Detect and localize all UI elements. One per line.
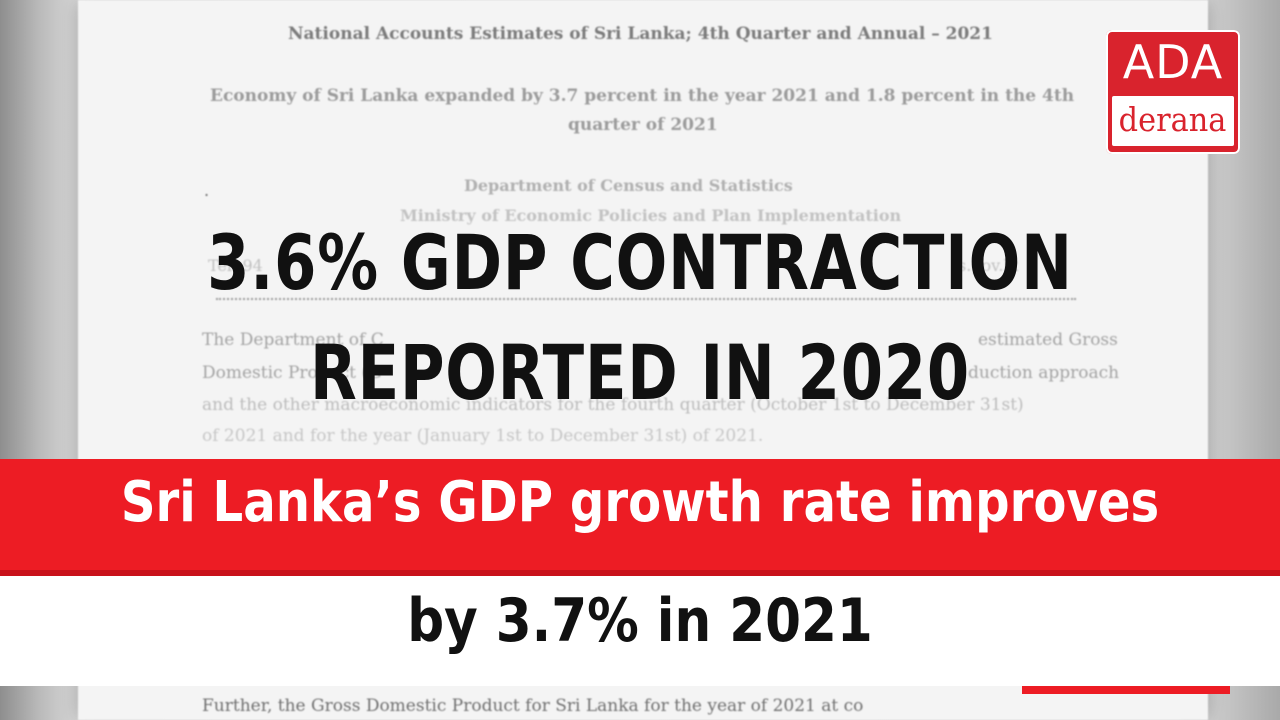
red-accent-bar [1022,686,1230,694]
document-title: National Accounts Estimates of Sri Lanka… [288,24,993,44]
document-department: Department of Census and Statistics [464,176,793,195]
document-paragraph-line2b: duction approach [968,363,1120,383]
document-tel: Tel: 94 [208,256,263,275]
headline-line2: by 3.7% in 2021 [407,586,873,656]
document-mark: . [204,181,210,200]
ada-derana-logo: ADA derana [1106,30,1240,154]
document-web: s.gov.lk [958,256,1019,275]
document-subtitle-line2: quarter of 2021 [568,115,718,135]
headline-band-white [0,576,1280,686]
logo-derana-text: derana [1119,100,1227,139]
logo-derana-box: derana [1112,96,1234,146]
document-paragraph-line3: and the other macroeconomic indicators f… [202,395,1024,415]
document-paragraph-line4: of 2021 and for the year (January 1st to… [202,426,764,446]
logo-ada-text: ADA [1122,35,1224,89]
headline-band-edge [0,570,1280,576]
document-paragraph-line1a: The Department of C [202,330,384,350]
overlay-caption-line2: REPORTED IN 2020 [309,328,971,417]
document-paragraph-line1b: estimated Gross [978,330,1118,350]
document-divider [216,298,1076,300]
overlay-caption-line1: 3.6% GDP CONTRACTION [207,218,1073,307]
document-bottom-line: Further, the Gross Domestic Product for … [202,696,864,716]
document-paragraph-line2a: Domestic Product (G [202,363,382,383]
headline-line1: Sri Lanka’s GDP growth rate improves [120,470,1160,535]
headline-band-red [0,459,1280,575]
document-subtitle-line1: Economy of Sri Lanka expanded by 3.7 per… [210,86,1075,106]
document-ministry: Ministry of Economic Policies and Plan I… [400,206,902,225]
